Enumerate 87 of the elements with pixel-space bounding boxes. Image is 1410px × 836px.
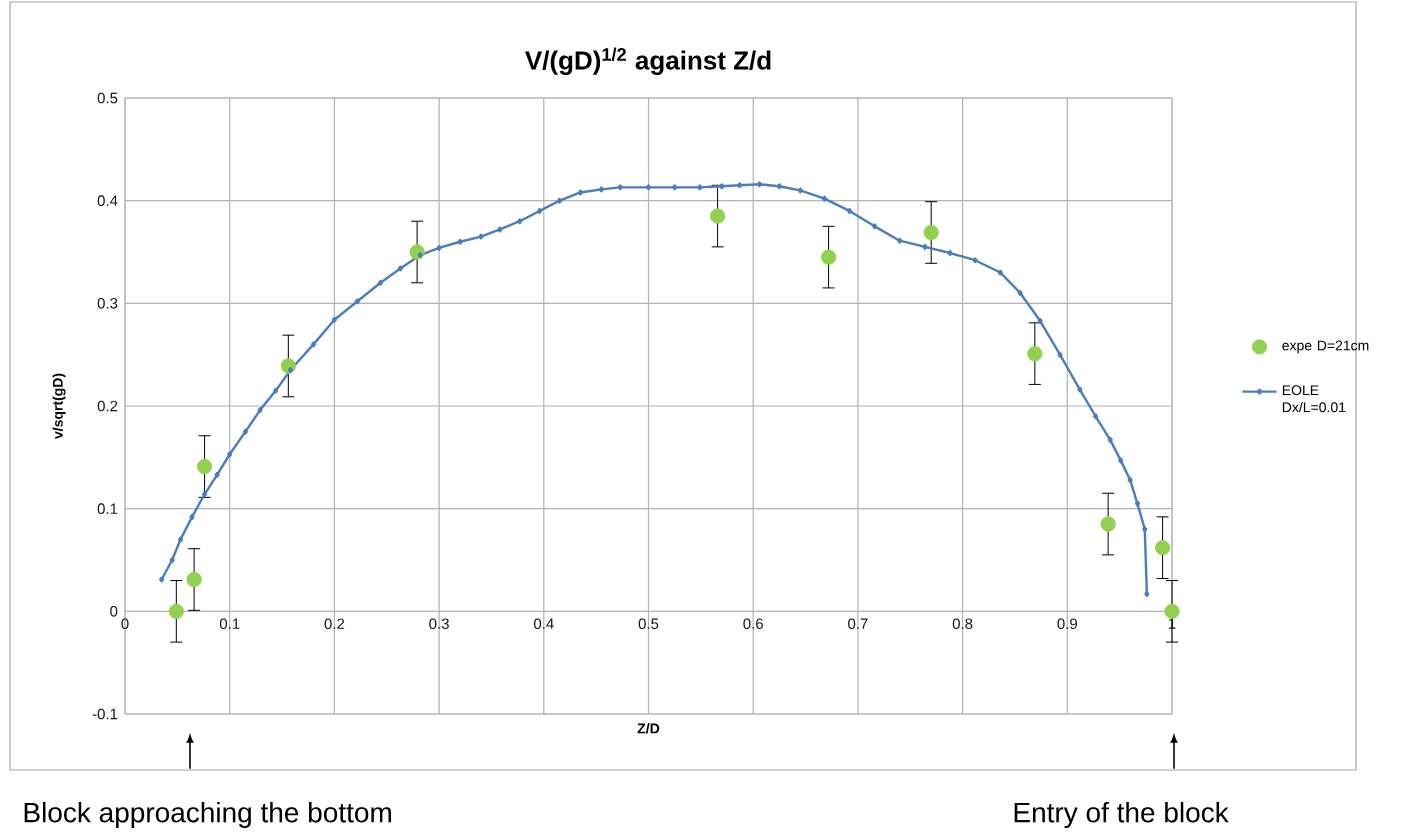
point <box>710 208 726 224</box>
x-tick-label: 0.3 <box>429 618 449 630</box>
point <box>756 181 763 188</box>
point <box>672 184 678 191</box>
x-tick-label: 0.2 <box>324 618 345 630</box>
point <box>214 471 220 478</box>
point <box>1017 290 1023 297</box>
point <box>556 197 563 204</box>
point <box>478 233 484 240</box>
point <box>821 195 827 202</box>
legend-label: expe D=21cm <box>1282 340 1369 354</box>
point <box>354 298 360 305</box>
point <box>776 183 782 190</box>
point <box>257 407 263 414</box>
x-tick-label: 0 <box>121 618 129 630</box>
point <box>697 184 703 191</box>
point <box>1027 346 1043 362</box>
point <box>1107 436 1113 443</box>
x-tick-label: 0.4 <box>533 618 554 630</box>
point <box>1118 457 1124 464</box>
point <box>598 186 604 193</box>
point <box>1134 500 1140 507</box>
point <box>1127 476 1133 483</box>
point <box>517 218 523 225</box>
point <box>577 189 583 196</box>
point <box>846 207 853 214</box>
x-tick-label: 0.5 <box>638 618 659 630</box>
point <box>797 187 803 194</box>
point <box>997 269 1003 276</box>
point <box>537 207 543 214</box>
y-tick-label: 0 <box>110 606 118 617</box>
y-tick-label: 0.4 <box>97 195 118 206</box>
point <box>189 513 195 520</box>
point <box>196 458 213 475</box>
point <box>737 182 743 189</box>
text: Block approaching the bottom <box>24 801 391 829</box>
point <box>159 576 165 583</box>
point <box>922 243 928 250</box>
y-tick-label: 0.5 <box>97 92 118 104</box>
point <box>1144 590 1150 597</box>
legend-label: EOLE Dx/L=0.01 <box>1282 385 1346 413</box>
point <box>497 226 503 233</box>
x-tick-label: 0.8 <box>952 618 973 630</box>
point <box>287 367 293 374</box>
point <box>872 223 878 230</box>
point <box>310 341 317 348</box>
chart-title: V/(gD)$^{1/2}$ against Z/d <box>525 47 771 75</box>
x-tick-label: 0.1 <box>219 618 240 630</box>
y-tick-label: 0.1 <box>97 503 118 514</box>
point <box>202 491 208 498</box>
point <box>1100 516 1116 532</box>
point <box>177 536 184 543</box>
point <box>1037 317 1043 324</box>
point <box>947 250 953 257</box>
text: Entry of the block <box>1014 801 1229 829</box>
point <box>168 603 184 619</box>
point <box>186 571 202 588</box>
point <box>397 265 403 272</box>
y-axis-title: v/sqrt(gD) <box>52 373 66 439</box>
y-tick-label: -0.1 <box>92 708 118 720</box>
point <box>719 183 725 190</box>
point <box>1142 526 1148 533</box>
point <box>377 279 384 286</box>
point <box>242 428 248 435</box>
point <box>457 238 463 245</box>
point <box>1093 413 1099 420</box>
point <box>645 184 652 191</box>
point <box>897 237 903 244</box>
x-tick-label: 0.6 <box>743 618 763 630</box>
x-axis-title: Z/D <box>637 723 660 734</box>
point <box>273 387 279 394</box>
x-tick-label: 0.9 <box>1057 618 1078 630</box>
point <box>1154 540 1171 556</box>
point <box>972 257 978 264</box>
point <box>617 184 623 191</box>
y-tick-label: 0.2 <box>97 400 118 412</box>
point <box>436 244 442 251</box>
y-tick-label: 0.3 <box>97 298 118 309</box>
point <box>169 556 175 563</box>
point <box>1077 386 1083 393</box>
point <box>1057 351 1063 358</box>
point <box>331 316 337 323</box>
x-tick-label: 0.7 <box>848 618 868 630</box>
point <box>923 224 939 241</box>
point <box>820 249 837 265</box>
point <box>1164 603 1180 619</box>
point <box>227 451 233 458</box>
